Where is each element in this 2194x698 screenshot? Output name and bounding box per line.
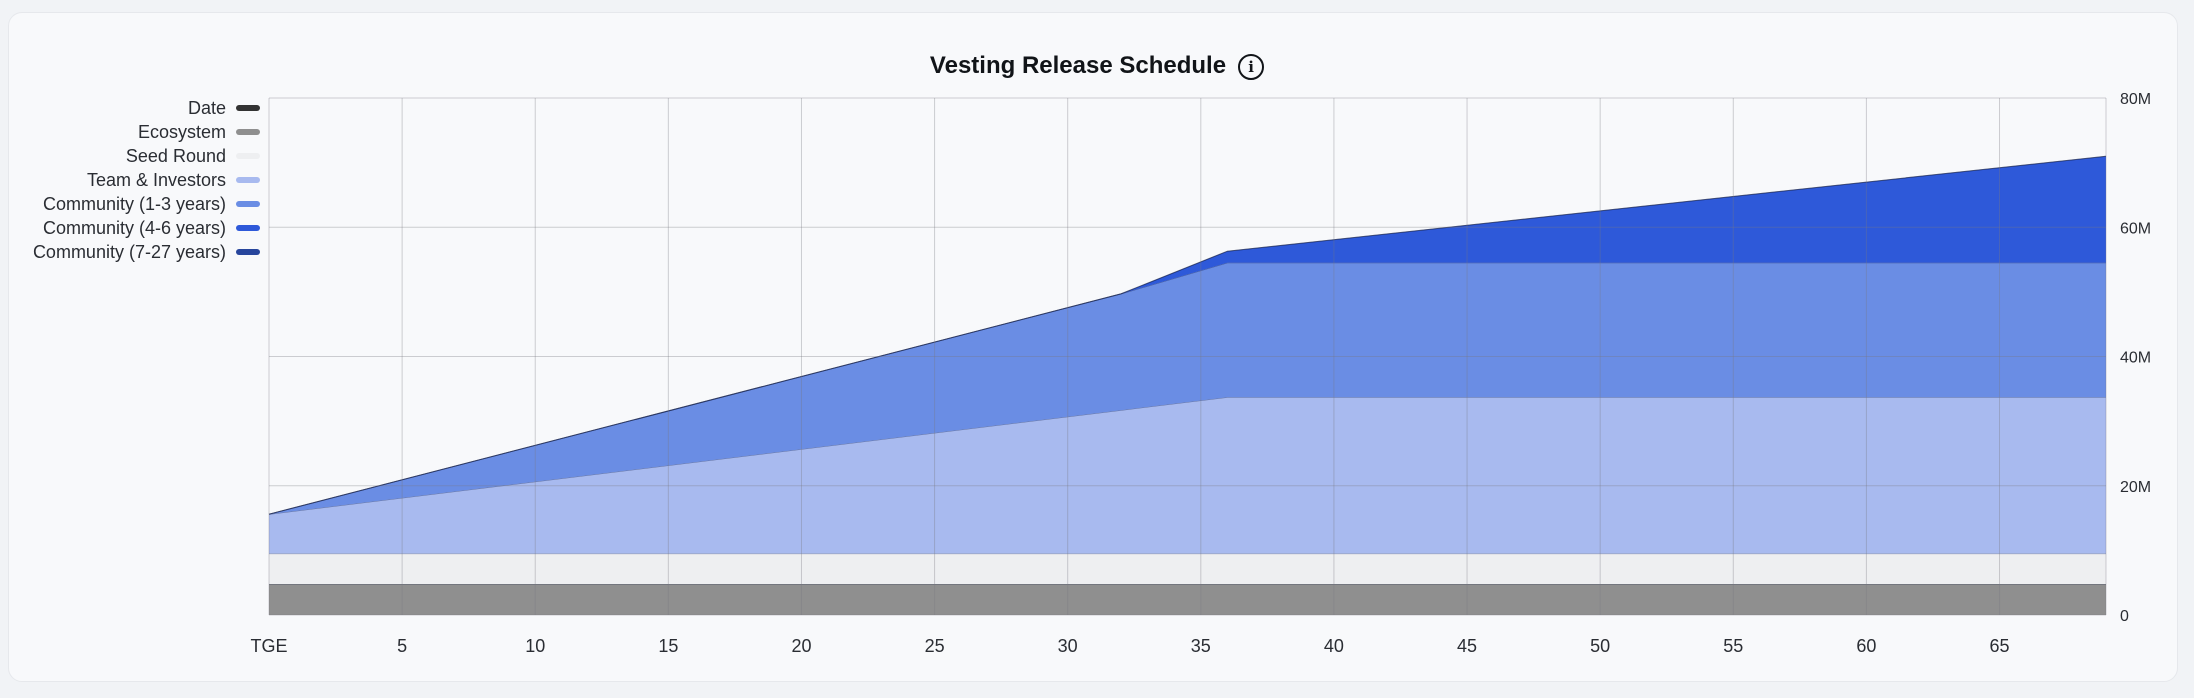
- legend-item-date[interactable]: Date: [10, 96, 260, 120]
- y-tick-label: 40M: [2120, 350, 2151, 367]
- chart-title: Vesting Release Schedule: [929, 52, 1227, 79]
- x-tick-label: 30: [1058, 636, 1078, 656]
- legend-swatch: [236, 225, 260, 231]
- area-edge-community-7-27-years: [268, 155, 2107, 515]
- x-tick-label: TGE: [250, 636, 287, 656]
- y-tick-label: 80M: [2120, 91, 2151, 108]
- info-icon[interactable]: i: [1238, 54, 1265, 80]
- legend-swatch: [236, 249, 260, 255]
- x-tick-label: 20: [791, 636, 811, 656]
- x-tick-label: 45: [1457, 636, 1477, 656]
- chart-legend: Date Ecosystem Seed Round Team & Investors C…: [10, 96, 260, 264]
- legend-item-community-7-27-years[interactable]: Community (7-27 years): [10, 240, 260, 264]
- legend-item-community-1-3-years[interactable]: Community (1-3 years): [10, 192, 260, 216]
- area-community-4-6-years[interactable]: [269, 156, 2106, 515]
- x-tick-label: 55: [1723, 636, 1743, 656]
- legend-swatch: [236, 153, 260, 159]
- legend-swatch: [236, 105, 260, 111]
- x-tick-label: 40: [1324, 636, 1344, 656]
- y-tick-label: 20M: [2120, 479, 2151, 496]
- y-tick-label: 0: [2120, 608, 2129, 625]
- area-ecosystem[interactable]: [269, 584, 2106, 615]
- chart-title-row: Vesting Release Schedule i: [0, 52, 2194, 80]
- x-tick-label: 5: [397, 636, 407, 656]
- x-tick-label: 35: [1191, 636, 1211, 656]
- legend-swatch: [236, 129, 260, 135]
- x-tick-label: 60: [1856, 636, 1876, 656]
- x-tick-label: 10: [525, 636, 545, 656]
- legend-swatch: [236, 177, 260, 183]
- area-edge-community-4-6-years: [268, 155, 2107, 515]
- legend-swatch: [236, 201, 260, 207]
- legend-item-team-investors[interactable]: Team & Investors: [10, 168, 260, 192]
- area-team-investors[interactable]: [269, 397, 2106, 554]
- area-seed-round[interactable]: [269, 553, 2106, 584]
- legend-item-seed-round[interactable]: Seed Round: [10, 144, 260, 168]
- x-tick-label: 25: [925, 636, 945, 656]
- area-community-1-3-years[interactable]: [269, 262, 2106, 515]
- x-tick-label: 15: [658, 636, 678, 656]
- legend-item-ecosystem[interactable]: Ecosystem: [10, 120, 260, 144]
- y-tick-label: 60M: [2120, 220, 2151, 237]
- legend-item-community-4-6-years[interactable]: Community (4-6 years): [10, 216, 260, 240]
- x-tick-label: 50: [1590, 636, 1610, 656]
- x-tick-label: 65: [1989, 636, 2009, 656]
